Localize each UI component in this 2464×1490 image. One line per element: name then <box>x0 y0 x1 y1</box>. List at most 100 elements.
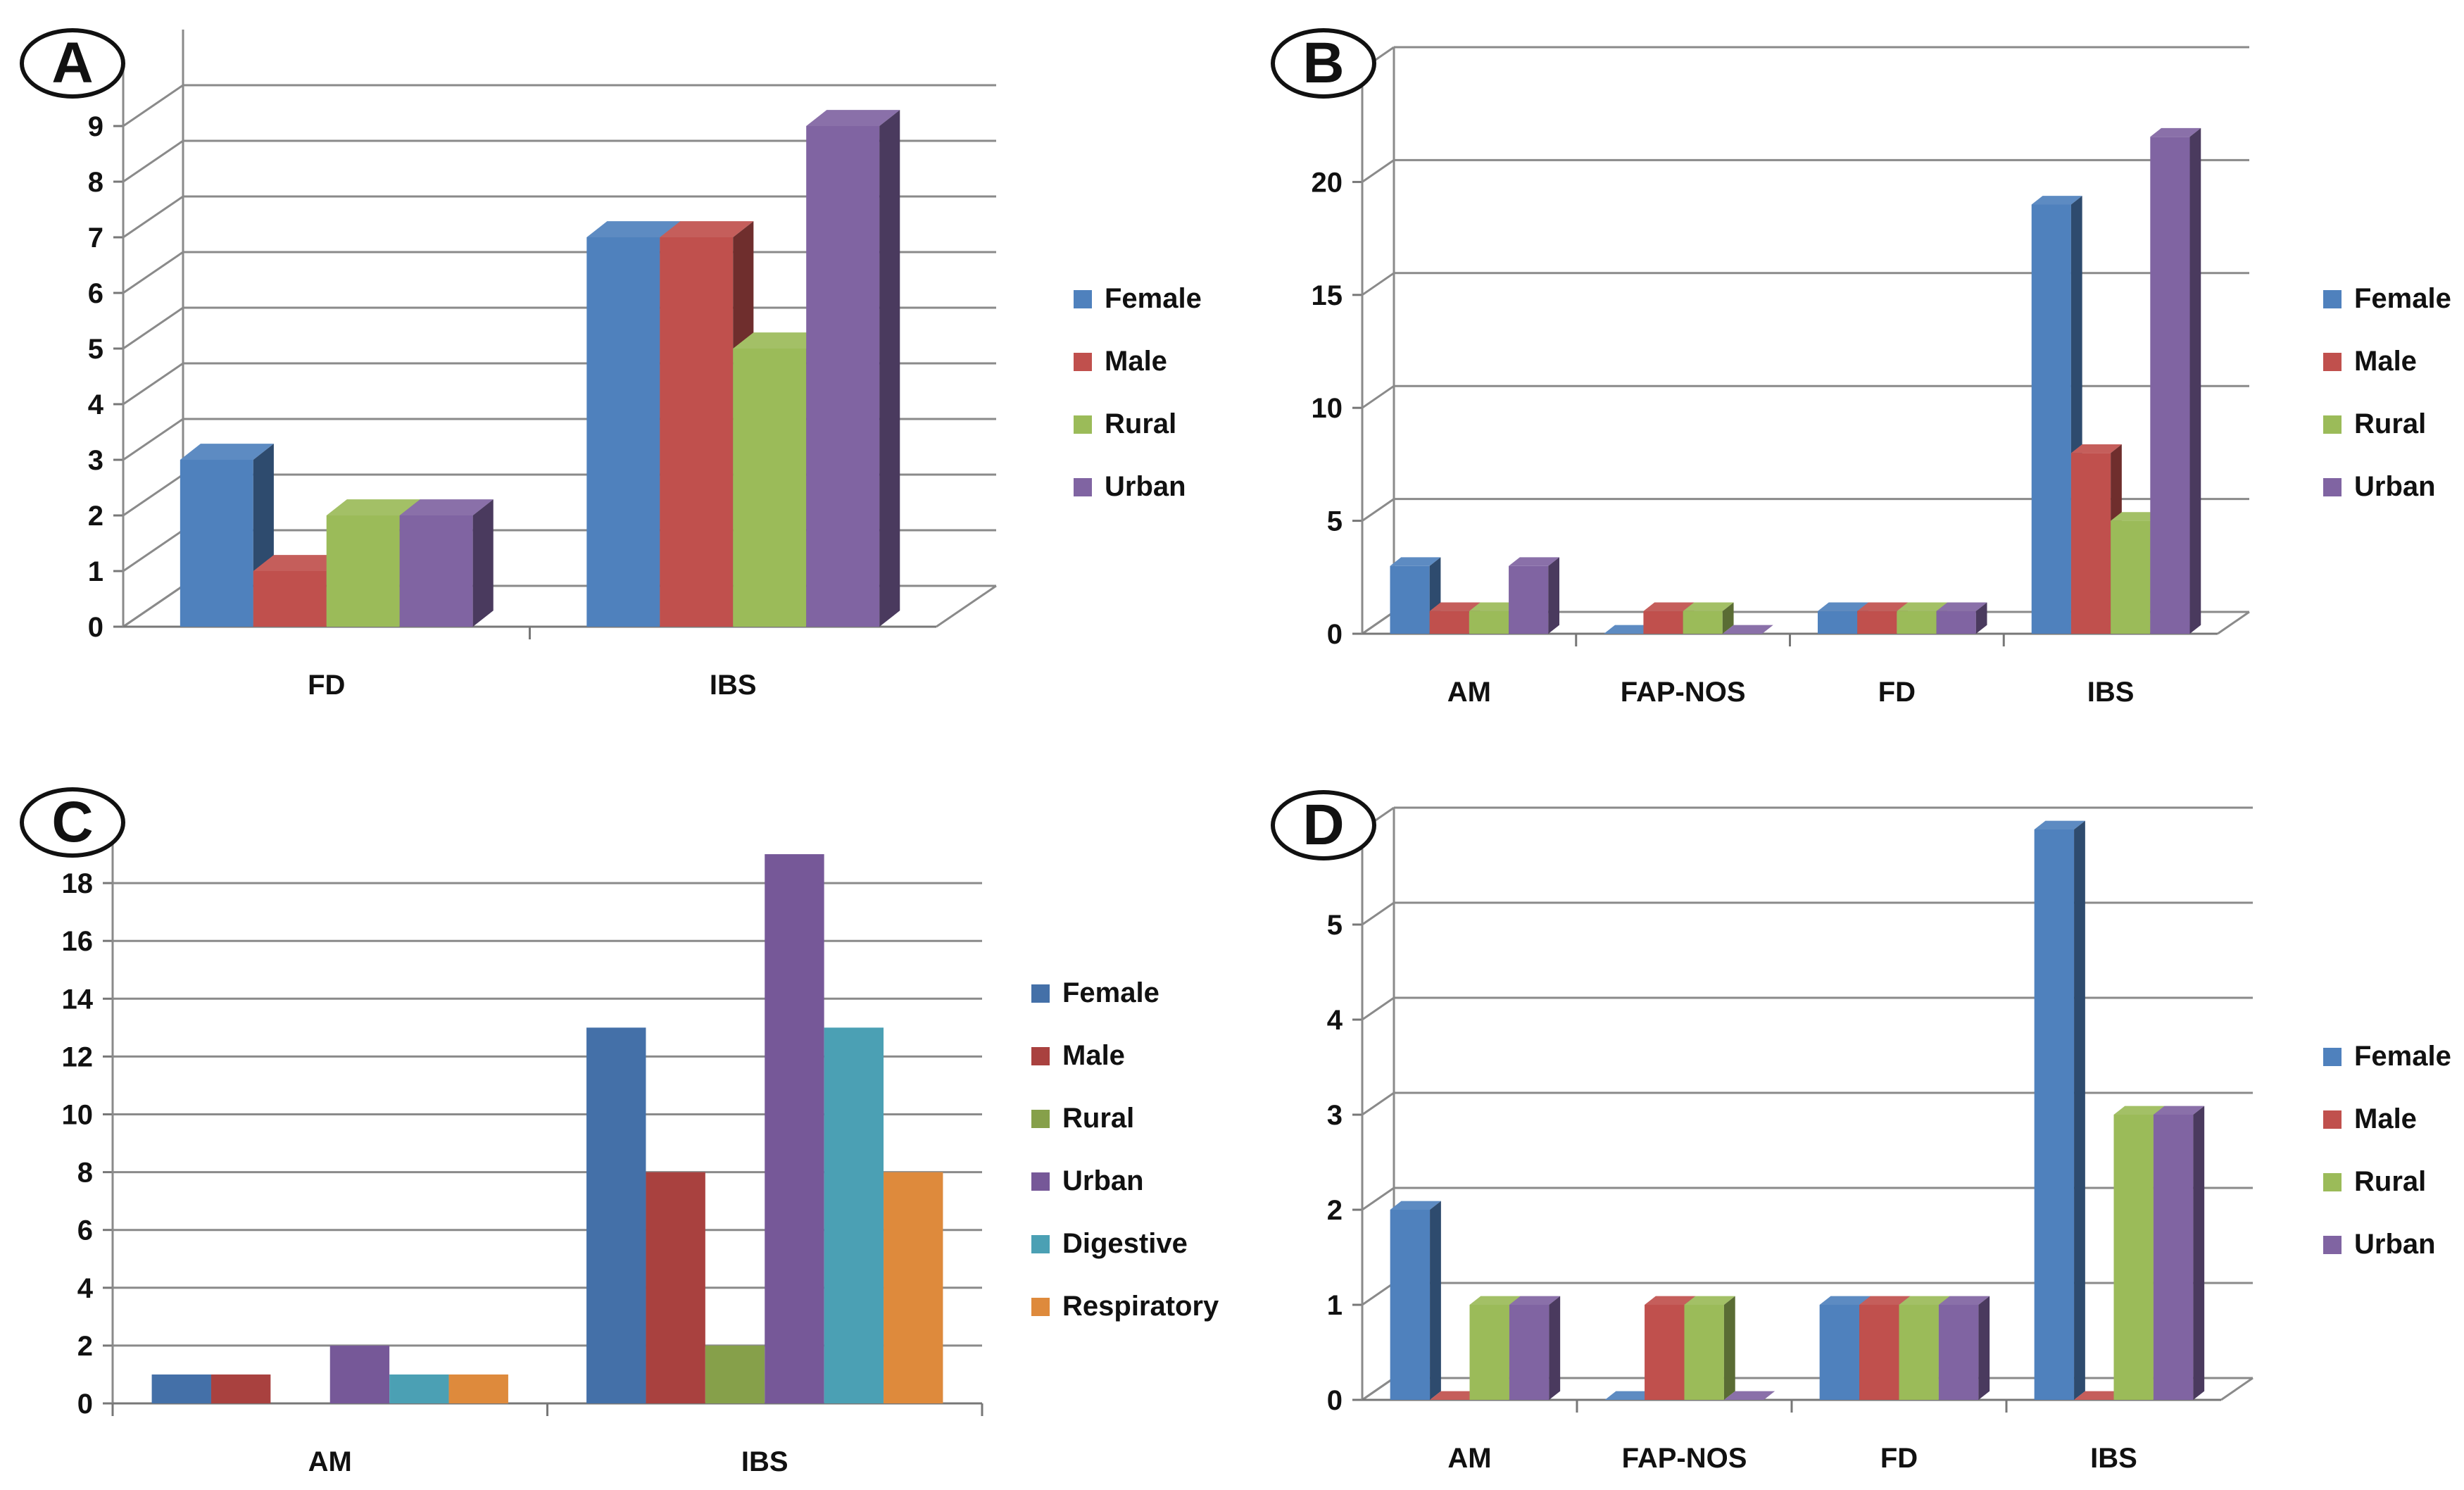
legend-item-urban: Urban <box>2323 471 2451 503</box>
legend-swatch <box>2323 1047 2342 1066</box>
bar-ibs-urban <box>806 110 900 627</box>
bar-top <box>1604 1391 1656 1400</box>
bar-top <box>2070 444 2122 453</box>
y-tick-label: 8 <box>88 167 103 198</box>
legend-item-male: Male <box>1031 1040 1219 1072</box>
bar-front <box>1897 611 1937 634</box>
legend-item-male: Male <box>2323 1103 2451 1135</box>
bar-side <box>472 499 494 627</box>
bar-am-male <box>210 1374 271 1403</box>
bar-fap-nos-female <box>1604 625 1655 634</box>
legend-swatch <box>2323 1235 2342 1254</box>
bar-front <box>2070 453 2111 634</box>
y-tick-label: 4 <box>88 389 104 420</box>
bar-top <box>1390 1201 1441 1210</box>
legend-label: Urban <box>1105 471 1186 502</box>
bar-am-urban <box>1509 557 1559 634</box>
panel-label-d: D <box>1271 790 1376 860</box>
bar-front <box>705 1345 765 1403</box>
bar-chart-c: 0 2 4 6 8 10 12 14 16 18 AM IBS <box>62 825 983 1477</box>
bar-front <box>586 237 660 627</box>
legend-label: Female <box>2354 283 2451 314</box>
bar-am-male <box>1430 1391 1481 1400</box>
bar-top <box>806 110 900 126</box>
panel-label-a: A <box>20 28 125 99</box>
bar-front <box>1469 1305 1509 1400</box>
bar-front <box>806 126 880 627</box>
y-tick-label: 2 <box>88 501 103 532</box>
bar-fap-nos-urban <box>1723 1391 1775 1400</box>
bar-top <box>326 499 420 515</box>
legend-swatch <box>1031 1234 1050 1253</box>
y-tick-label: 0 <box>1327 619 1343 650</box>
legend-c: Female Male Rural Urban Digestive Respiratory <box>1031 977 1219 1353</box>
gridline-side <box>122 84 184 127</box>
y-tick-label: 3 <box>1327 1100 1343 1131</box>
bar-top <box>1469 602 1520 611</box>
y-tick-label: 2 <box>77 1331 93 1362</box>
bar-top <box>1509 1296 1561 1305</box>
gridline-side <box>122 473 184 517</box>
bar-front <box>1683 611 1723 634</box>
legend-label: Rural <box>2354 1166 2427 1197</box>
bar-front <box>2034 829 2075 1400</box>
bar-front <box>2150 137 2190 634</box>
bar-am-female <box>151 1374 211 1403</box>
bar-side <box>2189 127 2201 634</box>
legend-swatch <box>1031 1297 1050 1316</box>
bar-front <box>1429 611 1469 634</box>
x-category-label: FD <box>308 670 345 701</box>
bar-ibs-urban <box>2153 1106 2205 1400</box>
bar-fd-urban <box>399 499 494 627</box>
legend-label: Urban <box>2354 471 2436 502</box>
y-tick-label: 18 <box>62 868 94 899</box>
bar-top <box>1390 557 1441 566</box>
legend-item-female: Female <box>1031 977 1219 1009</box>
chart-panel-c: 0 2 4 6 8 10 12 14 16 18 AM IBS C Female Male Rural Ur… <box>0 745 1232 1490</box>
gridline-side <box>122 529 184 572</box>
gridline-side <box>122 195 184 239</box>
legend-b: Female Male Rural Urban <box>2323 283 2451 534</box>
bar-front <box>1819 1305 1860 1400</box>
y-tick-label: 5 <box>88 334 103 365</box>
x-category-label: AM <box>1447 1443 1491 1474</box>
bar-front <box>1859 1305 1899 1400</box>
bar-front <box>2153 1115 2194 1400</box>
legend-item-urban: Urban <box>1074 471 1202 503</box>
bar-top <box>1899 1296 1950 1305</box>
y-tick-label: 0 <box>88 612 103 643</box>
gridline-side <box>1362 901 1395 926</box>
bar-top <box>1723 1391 1775 1400</box>
legend-item-female: Female <box>2323 1041 2451 1072</box>
bar-top <box>1938 1296 1990 1305</box>
x-category-label: FAP-NOS <box>1622 1443 1747 1474</box>
gridline-side <box>1362 996 1395 1021</box>
y-tick-label: 16 <box>62 926 94 957</box>
bar-top <box>1936 602 1987 611</box>
bar-top <box>1817 602 1868 611</box>
legend-swatch <box>1031 984 1050 1003</box>
bar-front <box>733 349 807 627</box>
legend-item-digestive: Digestive <box>1031 1228 1219 1260</box>
bar-ibs-male <box>2074 1391 2125 1400</box>
x-category-label: IBS <box>741 1446 788 1477</box>
bar-am-respiratory <box>448 1374 508 1403</box>
y-tick-label: 4 <box>1327 1005 1343 1036</box>
bar-top <box>253 555 347 571</box>
bar-front <box>1390 1210 1431 1400</box>
y-tick-label: 1 <box>88 556 103 587</box>
bar-top <box>1684 1296 1735 1305</box>
bar-fd-urban <box>1938 1296 1990 1400</box>
bar-fd-male <box>1857 602 1909 634</box>
bar-top <box>2031 196 2082 205</box>
y-tick-label: 1 <box>1327 1290 1343 1321</box>
legend-label: Female <box>2354 1041 2451 1072</box>
legend-label: Digestive <box>1062 1228 1188 1259</box>
x-category-label: IBS <box>2090 1443 2137 1474</box>
gridline-side <box>1362 1091 1395 1116</box>
bar-am-urban <box>329 1345 390 1403</box>
legend-label: Female <box>1105 283 1202 314</box>
